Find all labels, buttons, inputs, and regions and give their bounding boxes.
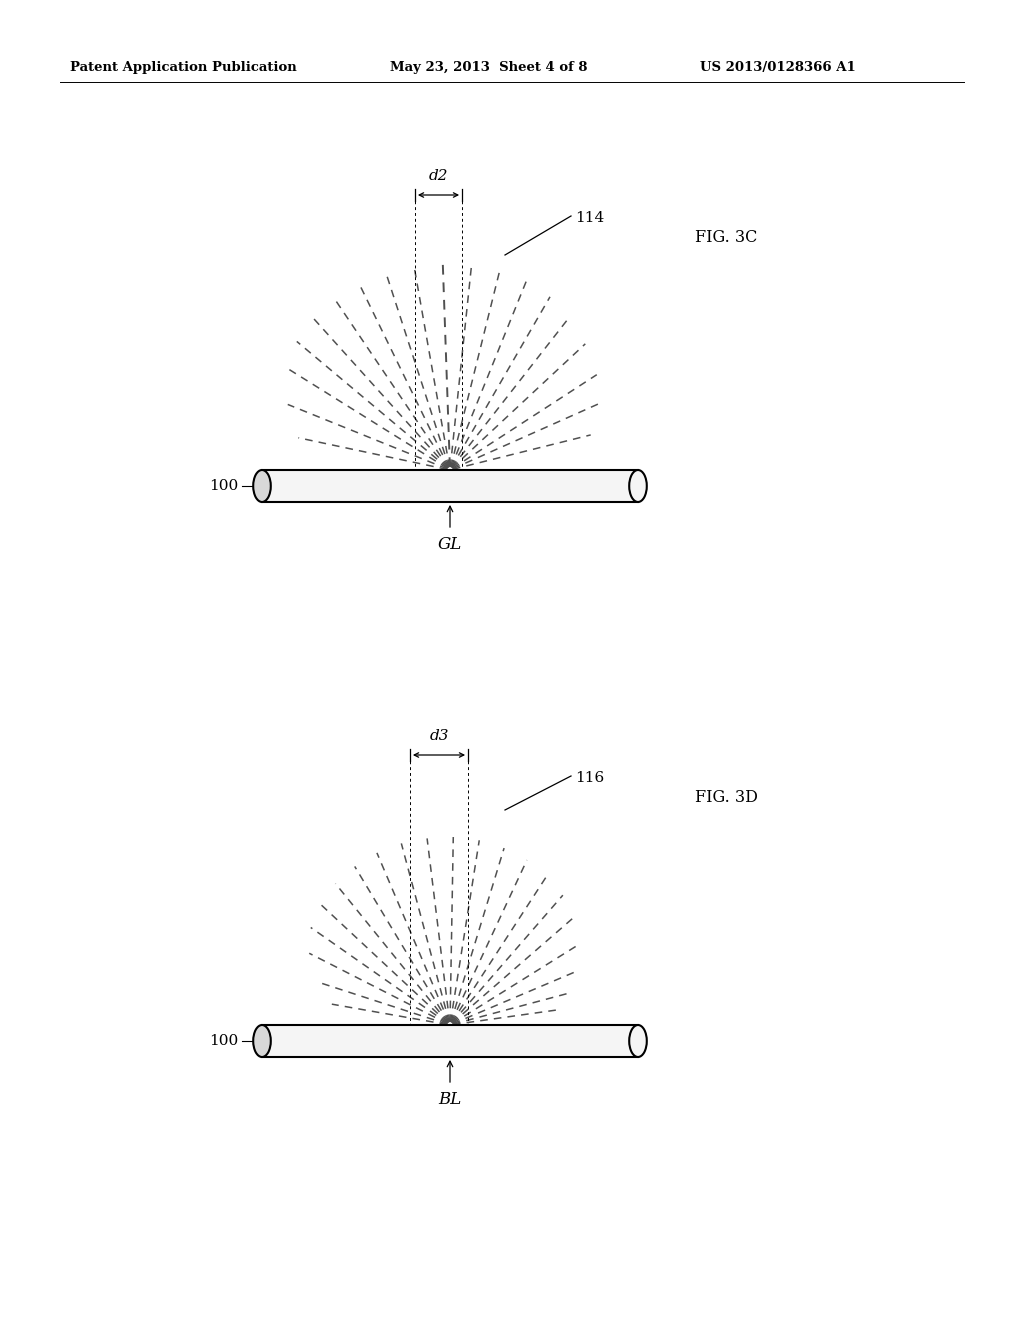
Text: US 2013/0128366 A1: US 2013/0128366 A1 [700,62,856,74]
Bar [262,470,638,502]
Text: BL: BL [438,1092,462,1107]
Text: Patent Application Publication: Patent Application Publication [70,62,297,74]
Text: GL: GL [438,536,462,553]
Text: 114: 114 [575,211,604,224]
Text: 100: 100 [209,479,238,492]
Ellipse shape [629,1026,647,1057]
Text: May 23, 2013  Sheet 4 of 8: May 23, 2013 Sheet 4 of 8 [390,62,588,74]
Text: FIG. 3D: FIG. 3D [695,789,758,807]
Ellipse shape [629,470,647,502]
Text: d3: d3 [429,729,449,743]
Ellipse shape [253,470,270,502]
Ellipse shape [253,1026,270,1057]
Text: 116: 116 [575,771,604,785]
Text: d2: d2 [429,169,449,183]
Text: 100: 100 [209,1034,238,1048]
Bar [262,1026,638,1057]
Text: FIG. 3C: FIG. 3C [695,230,758,247]
